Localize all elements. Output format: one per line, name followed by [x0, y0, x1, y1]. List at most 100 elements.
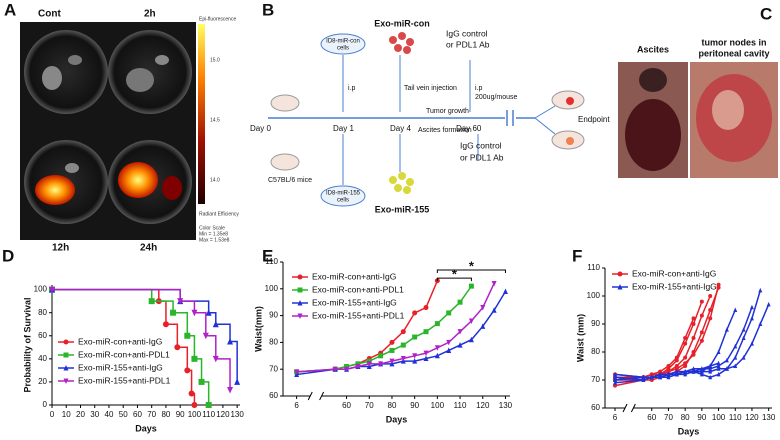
marker	[724, 357, 729, 363]
y-tick-label: 110	[587, 263, 600, 272]
photo-label: Ascites	[637, 44, 669, 54]
marker	[683, 369, 688, 374]
cell-label: cells	[337, 198, 349, 204]
marker	[691, 366, 696, 371]
organ	[68, 55, 82, 65]
x-tick-label: 60	[647, 413, 656, 422]
significance-bracket	[436, 277, 472, 282]
y-tick-label: 20	[38, 377, 47, 386]
marker	[468, 283, 474, 289]
significance-mark: *	[452, 267, 458, 282]
marker	[613, 374, 618, 380]
x-axis-label: Days	[135, 423, 157, 433]
timepoint-label: 24h	[140, 243, 157, 254]
marker	[699, 313, 704, 318]
marker	[716, 363, 721, 368]
phase-label: Ascites formation	[418, 127, 472, 134]
legend-marker	[297, 274, 303, 280]
day-label: Day 1	[333, 124, 354, 133]
x-tick-label: 110	[454, 401, 467, 410]
y-tick-label: 60	[269, 391, 278, 400]
x-tick-label: 130	[230, 410, 244, 419]
x-tick-label: 110	[729, 413, 742, 422]
marker	[674, 358, 679, 363]
dish	[24, 30, 108, 114]
marker	[699, 330, 704, 335]
organ	[42, 66, 62, 90]
y-axis-label: Waist (mm)	[575, 314, 585, 362]
signal	[35, 175, 75, 205]
organ	[155, 55, 169, 65]
marker	[446, 347, 452, 353]
axis-break	[630, 403, 636, 413]
marker	[658, 371, 663, 377]
marker	[641, 377, 646, 382]
marker	[683, 341, 688, 346]
y-tick-label: 60	[591, 403, 600, 412]
marker	[708, 363, 713, 368]
marker	[491, 280, 497, 287]
x-tick-label: 110	[202, 410, 215, 419]
series-line	[615, 301, 703, 381]
panel-label: A	[4, 0, 16, 19]
x-tick-label: 120	[745, 413, 759, 422]
marker	[674, 369, 679, 374]
marker	[355, 364, 361, 370]
marker	[446, 310, 452, 316]
legend-label: Exo-miR-155+anti-PDL1	[78, 375, 171, 385]
marker	[691, 336, 696, 340]
marker	[741, 327, 746, 332]
cell-dish	[320, 185, 366, 207]
exosome-label: Exo-miR-con	[374, 18, 430, 28]
marker	[205, 309, 212, 316]
significance-mark: *	[469, 258, 475, 273]
marker	[724, 366, 729, 371]
day-label: Day 4	[390, 124, 411, 133]
marker	[188, 390, 195, 397]
marker	[699, 299, 704, 304]
marker	[699, 366, 704, 371]
marker	[191, 402, 198, 408]
legend-marker	[617, 271, 623, 277]
significance-bracket	[436, 269, 506, 274]
marker	[227, 338, 234, 345]
marker	[683, 371, 688, 377]
y-tick-label: 100	[34, 285, 48, 294]
day-label: Day 60	[456, 124, 482, 133]
y-tick-label: 40	[38, 354, 47, 363]
colorbar-label: Radiant Efficiency	[199, 211, 239, 217]
day-label: Day 0	[250, 124, 271, 133]
marker	[708, 374, 713, 380]
marker	[227, 387, 234, 394]
marker	[202, 332, 209, 340]
marker	[733, 343, 738, 349]
route-label: Tail vein injection	[404, 85, 457, 92]
x-tick-label: 20	[76, 410, 85, 419]
marker	[716, 282, 721, 287]
treatment-label: or PDL1 Ab	[460, 152, 504, 162]
cell-label: ID8-miR-155	[326, 191, 361, 197]
colorbar	[198, 24, 205, 204]
marker	[699, 369, 704, 374]
x-tick-label: 80	[388, 401, 397, 410]
route-label: i.p	[475, 85, 483, 92]
marker	[412, 310, 418, 316]
marker	[446, 339, 452, 346]
y-axis-label: Waist(mm)	[253, 306, 263, 352]
arrow	[534, 105, 556, 119]
legend-label: Exo-miR-con+anti-IgG	[312, 271, 396, 281]
treatment-label: IgG control	[446, 28, 488, 38]
marker	[457, 299, 463, 305]
marker	[649, 374, 654, 380]
y-tick-label: 60	[38, 331, 47, 340]
x-tick-label: 0	[50, 410, 55, 419]
marker	[733, 355, 738, 360]
photo-panel: Ascites tumor nodes in peritoneal cavity	[618, 37, 778, 178]
marker	[400, 329, 406, 335]
signal	[162, 176, 182, 200]
legend-marker	[63, 365, 69, 371]
marker	[184, 367, 191, 374]
marker	[434, 321, 440, 327]
marker	[423, 350, 429, 357]
marker	[332, 366, 338, 373]
